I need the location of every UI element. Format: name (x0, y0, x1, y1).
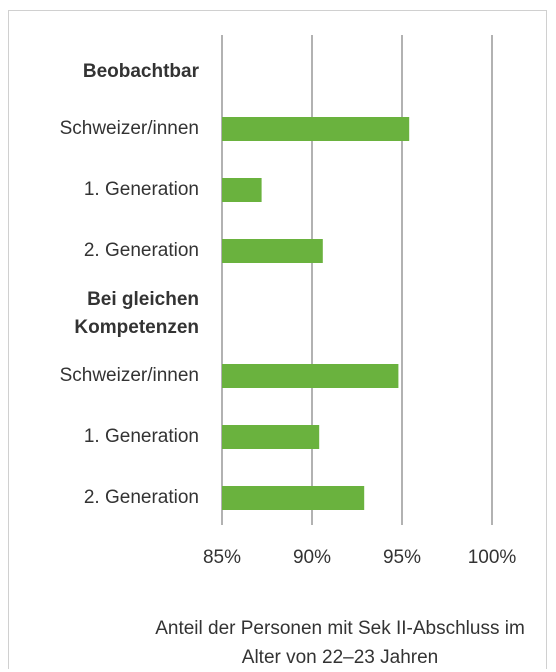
frame (8, 10, 547, 669)
group-header: Bei gleichen Kompetenzen (74, 289, 199, 338)
bar (222, 239, 323, 263)
x-tick-label: 85% (203, 547, 241, 568)
x-tick-label: 90% (293, 547, 331, 568)
bar (222, 425, 320, 449)
y-tick-label: Schweizer/innen (60, 118, 199, 139)
x-axis-title: Anteil der Personen mit Sek II-Abschluss… (155, 618, 525, 668)
x-tick-label: 100% (468, 547, 517, 568)
bar (222, 178, 262, 202)
x-tick-label: 95% (383, 547, 421, 568)
bar (222, 117, 410, 141)
bar (222, 486, 365, 510)
y-tick-label: 1. Generation (84, 426, 199, 447)
y-tick-label: 2. Generation (84, 487, 199, 508)
bar (222, 364, 399, 388)
group-header: Beobachtbar (82, 61, 199, 82)
y-tick-label: 1. Generation (84, 179, 199, 200)
y-tick-label: 2. Generation (84, 240, 199, 261)
y-tick-label: Schweizer/innen (60, 365, 199, 386)
